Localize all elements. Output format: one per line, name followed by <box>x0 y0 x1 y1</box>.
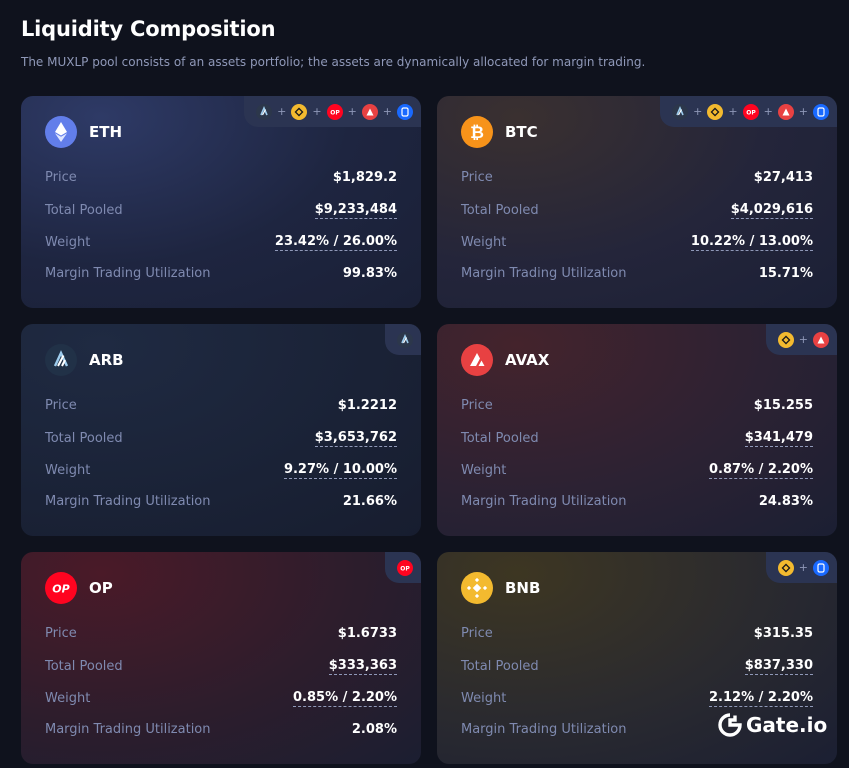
token-card-eth: + + OP + + ETH Price $1,829.2 Total Poole… <box>21 96 421 308</box>
page-subtitle: The MUXLP pool consists of an assets por… <box>21 55 646 69</box>
total-pooled-row: Total Pooled $9,233,484 <box>45 202 397 219</box>
svg-text:OP: OP <box>52 583 69 596</box>
chain-badge: OP <box>385 552 421 583</box>
bnb-chain-icon <box>777 331 794 348</box>
ethereum-icon <box>45 116 77 148</box>
weight-row: Weight 0.85% / 2.20% <box>45 690 397 707</box>
token-card-op: OP OP OP Price $1.6733 Total Pooled $333,3… <box>21 552 421 764</box>
total-pooled-value[interactable]: $341,479 <box>744 430 813 447</box>
weight-value[interactable]: 23.42% / 26.00% <box>274 234 397 251</box>
weight-row: Weight 2.12% / 2.20% <box>461 690 813 707</box>
chain-badge: + <box>765 324 837 355</box>
utilization-row: Margin Trading Utilization 99.83% <box>45 266 397 281</box>
total-pooled-value[interactable]: $3,653,762 <box>314 430 397 447</box>
token-card-bnb: + BNB Price $315.35 Total Pooled $837,330 … <box>437 552 837 764</box>
utilization-row: Margin Trading Utilization 15.71% <box>461 266 813 281</box>
optimism-icon: OP <box>397 559 413 576</box>
price-value: $1.6733 <box>337 626 397 641</box>
bnb-token-icon <box>461 572 493 604</box>
token-card-arb: ARB Price $1.2212 Total Pooled $3,653,762 … <box>21 324 421 536</box>
utilization-value: 21.66% <box>342 494 397 509</box>
price-value: $15.255 <box>753 398 813 413</box>
utilization-value: 15.71% <box>758 266 813 281</box>
price-value: $1.2212 <box>337 398 397 413</box>
chain-badge <box>385 324 421 355</box>
utilization-row: Margin Trading Utilization 24.83% <box>461 494 813 509</box>
price-row: Price $1.2212 <box>45 398 397 413</box>
utilization-value: 2.08% <box>351 722 397 737</box>
weight-value[interactable]: 10.22% / 13.00% <box>690 234 813 251</box>
fantom-icon <box>813 559 829 576</box>
optimism-icon: OP <box>326 103 343 120</box>
total-pooled-row: Total Pooled $3,653,762 <box>45 430 397 447</box>
gateio-logo: Gate.io <box>718 713 827 737</box>
avalanche-icon <box>813 331 829 348</box>
weight-row: Weight 10.22% / 13.00% <box>461 234 813 251</box>
total-pooled-row: Total Pooled $341,479 <box>461 430 813 447</box>
utilization-row: Margin Trading Utilization <box>461 722 627 737</box>
price-row: Price $27,413 <box>461 170 813 185</box>
total-pooled-value[interactable]: $4,029,616 <box>730 202 813 219</box>
svg-text:OP: OP <box>746 109 756 116</box>
total-pooled-value[interactable]: $9,233,484 <box>314 202 397 219</box>
utilization-value: 99.83% <box>342 266 397 281</box>
weight-row: Weight 23.42% / 26.00% <box>45 234 397 251</box>
price-value: $27,413 <box>753 170 813 185</box>
chain-badge: + + OP + + <box>244 96 421 127</box>
price-row: Price $315.35 <box>461 626 813 641</box>
weight-row: Weight 9.27% / 10.00% <box>45 462 397 479</box>
token-card-btc: + + OP + + ₿ BTC Price $27,413 Total Pool… <box>437 96 837 308</box>
svg-text:₿: ₿ <box>470 123 484 143</box>
total-pooled-row: Total Pooled $333,363 <box>45 658 397 675</box>
page-title: Liquidity Composition <box>21 17 276 41</box>
arbitrum-icon <box>397 331 413 348</box>
weight-value[interactable]: 0.87% / 2.20% <box>709 462 813 479</box>
arbitrum-token-icon <box>45 344 77 376</box>
optimism-icon: OP <box>742 103 759 120</box>
weight-value[interactable]: 0.85% / 2.20% <box>293 690 397 707</box>
bnb-chain-icon <box>707 103 724 120</box>
total-pooled-value[interactable]: $837,330 <box>744 658 813 675</box>
token-card-avax: + AVAX Price $15.255 Total Pooled $341,479… <box>437 324 837 536</box>
total-pooled-row: Total Pooled $4,029,616 <box>461 202 813 219</box>
fantom-icon <box>813 103 829 120</box>
chain-badge: + <box>765 552 837 583</box>
fantom-icon <box>397 103 413 120</box>
token-name: BNB <box>505 579 541 597</box>
weight-value[interactable]: 9.27% / 10.00% <box>283 462 397 479</box>
token-name: ETH <box>89 123 123 141</box>
chain-badge: + + OP + + <box>660 96 837 127</box>
avalanche-icon <box>777 103 794 120</box>
token-name: BTC <box>505 123 538 141</box>
avalanche-icon <box>361 103 378 120</box>
svg-text:OP: OP <box>400 565 410 572</box>
total-pooled-row: Total Pooled $837,330 <box>461 658 813 675</box>
utilization-row: Margin Trading Utilization 21.66% <box>45 494 397 509</box>
utilization-value: 24.83% <box>758 494 813 509</box>
weight-row: Weight 0.87% / 2.20% <box>461 462 813 479</box>
optimism-token-icon: OP <box>45 572 77 604</box>
token-name: AVAX <box>505 351 550 369</box>
bitcoin-icon: ₿ <box>461 116 493 148</box>
bnb-chain-icon <box>777 559 794 576</box>
bnb-chain-icon <box>291 103 308 120</box>
arbitrum-icon <box>672 103 689 120</box>
avalanche-token-icon <box>461 344 493 376</box>
utilization-row: Margin Trading Utilization 2.08% <box>45 722 397 737</box>
gateio-logo-icon <box>718 713 742 737</box>
price-value: $315.35 <box>753 626 813 641</box>
token-name: ARB <box>89 351 124 369</box>
arbitrum-icon <box>256 103 273 120</box>
svg-text:OP: OP <box>330 109 340 116</box>
weight-value[interactable]: 2.12% / 2.20% <box>709 690 813 707</box>
price-row: Price $1,829.2 <box>45 170 397 185</box>
price-value: $1,829.2 <box>332 170 397 185</box>
gateio-logo-text: Gate.io <box>746 713 828 737</box>
price-row: Price $15.255 <box>461 398 813 413</box>
price-row: Price $1.6733 <box>45 626 397 641</box>
total-pooled-value[interactable]: $333,363 <box>328 658 397 675</box>
token-name: OP <box>89 579 113 597</box>
